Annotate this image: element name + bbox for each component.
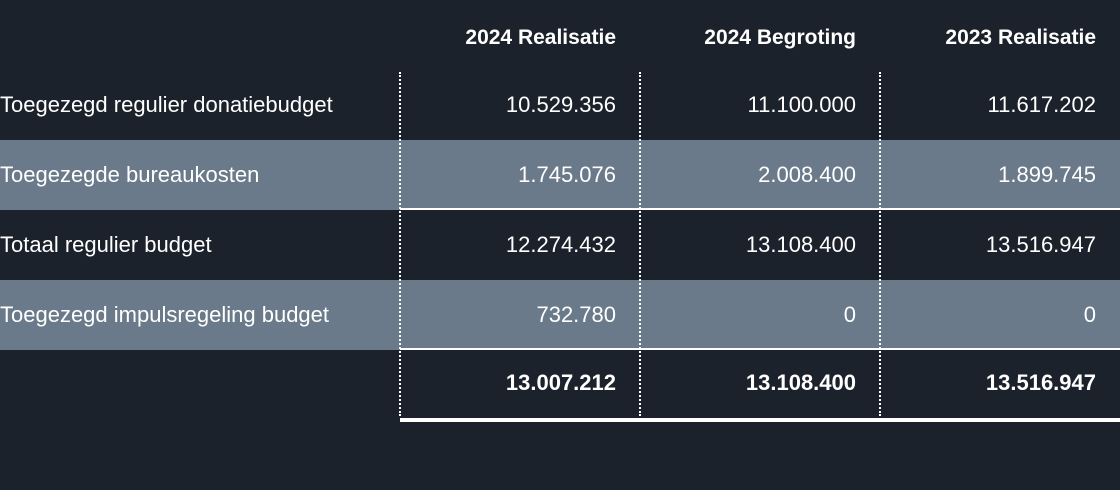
cell-value: 1.899.745 bbox=[998, 162, 1096, 187]
row-label: Totaal regulier budget bbox=[0, 232, 212, 257]
cell-value: 0 bbox=[1083, 302, 1096, 327]
table-header: 2024 Realisatie 2024 Begroting 2023 Real… bbox=[0, 3, 1120, 73]
total-underline bbox=[400, 418, 1120, 422]
table-row: Toegezegde bureaukosten 1.745.076 2.008.… bbox=[0, 140, 1120, 210]
total-divider bbox=[400, 348, 1120, 350]
cell-value: 11.100.000 bbox=[747, 92, 856, 117]
cell-value: 12.274.432 bbox=[505, 232, 616, 257]
cell-value: 2.008.400 bbox=[758, 162, 856, 187]
cell-value: 11.617.202 bbox=[987, 92, 1096, 117]
subtotal-divider bbox=[400, 208, 1120, 210]
total-value: 13.108.400 bbox=[745, 370, 856, 395]
row-label: Toegezegd regulier donatiebudget bbox=[0, 92, 333, 117]
row-label: Toegezegd impulsregeling budget bbox=[0, 302, 330, 327]
row-label: Toegezegde bureaukosten bbox=[0, 162, 260, 187]
cell-value: 13.108.400 bbox=[745, 232, 856, 257]
cell-value: 0 bbox=[843, 302, 856, 327]
column-header: 2024 Begroting bbox=[704, 26, 856, 49]
column-header: 2024 Realisatie bbox=[465, 26, 616, 49]
column-divider bbox=[399, 72, 401, 416]
total-value: 13.516.947 bbox=[985, 370, 1096, 395]
total-row: 13.007.212 13.108.400 13.516.947 bbox=[0, 348, 1120, 418]
table-row: Totaal regulier budget 12.274.432 13.108… bbox=[0, 210, 1120, 280]
cell-value: 13.516.947 bbox=[985, 232, 1096, 257]
table-row: Toegezegd impulsregeling budget 732.780 … bbox=[0, 280, 1120, 350]
cell-value: 732.780 bbox=[536, 302, 616, 327]
cell-value: 10.529.356 bbox=[505, 92, 616, 117]
total-value: 13.007.212 bbox=[505, 370, 616, 395]
column-divider bbox=[879, 72, 881, 416]
column-divider bbox=[639, 72, 641, 416]
column-header: 2023 Realisatie bbox=[945, 26, 1096, 49]
cell-value: 1.745.076 bbox=[518, 162, 616, 187]
table-row: Toegezegd regulier donatiebudget 10.529.… bbox=[0, 70, 1120, 140]
